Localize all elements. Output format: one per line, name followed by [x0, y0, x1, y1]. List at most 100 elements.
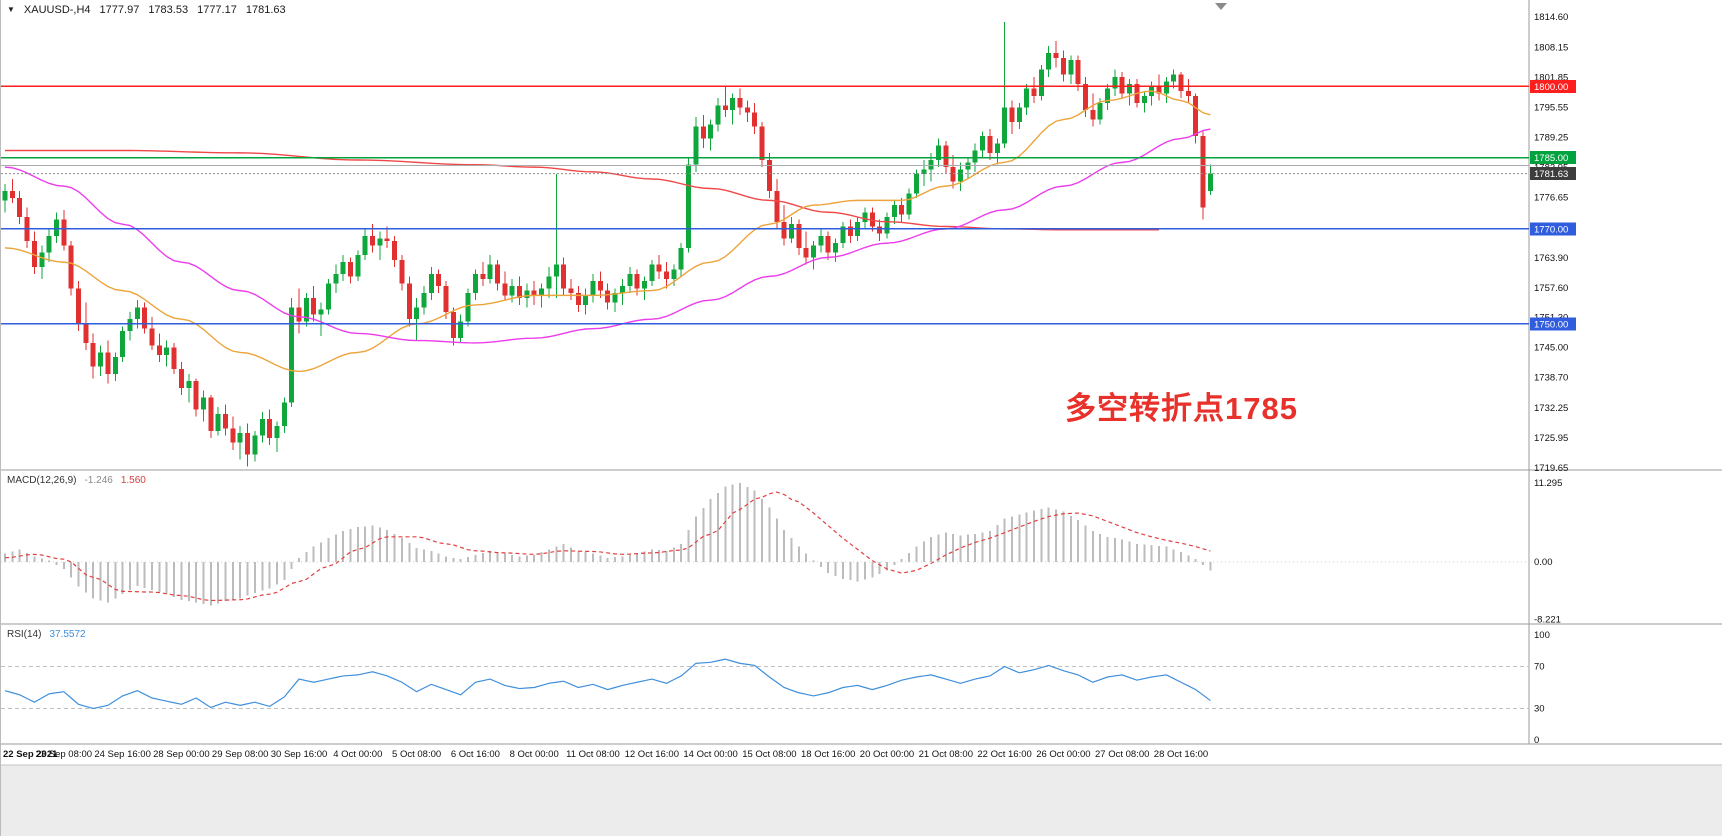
candle-body	[178, 369, 184, 389]
candle-body	[31, 240, 37, 267]
candle-body	[1075, 60, 1081, 84]
price-tag-label: 1800.00	[1534, 82, 1568, 93]
candle-body	[1163, 81, 1169, 94]
price-tag	[1530, 151, 1576, 165]
candle-body	[68, 245, 74, 289]
bottom-strip	[1, 765, 1722, 836]
candle-body	[1016, 107, 1022, 122]
price-tag-label: 1781.63	[1534, 169, 1568, 180]
candle-body	[619, 285, 625, 294]
price-tag	[1530, 317, 1576, 331]
candle-body	[987, 136, 993, 153]
time-axis-label: 11 Oct 08:00	[566, 749, 620, 760]
macd-main-value: -1.246	[84, 475, 113, 486]
chart-header: ▼ XAUUSD-,H4 1777.97 1783.53 1777.17 178…	[7, 4, 286, 16]
candle-body	[414, 307, 420, 320]
price-axis-label: 1795.55	[1534, 103, 1568, 114]
candle-body	[708, 124, 714, 139]
candle-body	[384, 238, 390, 241]
price-axis-label: 1776.65	[1534, 192, 1568, 203]
macd-axis-label: 11.295	[1534, 478, 1562, 489]
rsi-axis-label: 0	[1534, 735, 1539, 746]
rsi-axis-label: 100	[1534, 630, 1550, 641]
candle-body	[98, 352, 104, 367]
candle-body	[928, 159, 934, 170]
candle-body	[877, 226, 883, 234]
candle-body	[1068, 60, 1074, 75]
candle-body	[83, 323, 89, 343]
time-axis-label: 20 Oct 00:00	[860, 749, 914, 760]
candle-body	[1082, 83, 1088, 111]
time-axis-label: 8 Oct 00:00	[510, 749, 559, 760]
candle-body	[1193, 95, 1199, 137]
candle-body	[943, 145, 949, 168]
candle-body	[450, 312, 456, 339]
candle-body	[1060, 57, 1066, 75]
candle-body	[296, 307, 302, 322]
candle-body	[539, 288, 545, 296]
candle-body	[494, 264, 500, 284]
macd-indicator-label: MACD(12,26,9) -1.246 1.560	[7, 475, 146, 486]
annotation-text: 多空转折点1785	[1065, 391, 1298, 426]
time-axis-label: 5 Oct 08:00	[392, 749, 441, 760]
ohlc-low: 1777.17	[197, 4, 237, 16]
candle-body	[1046, 53, 1052, 70]
ohlc-high: 1783.53	[148, 4, 189, 16]
candle-body	[1127, 83, 1133, 94]
time-axis-label: 28 Sep 00:00	[153, 749, 210, 760]
candle-body	[1105, 88, 1110, 103]
candle-body	[399, 259, 405, 284]
macd-name: MACD(12,26,9)	[7, 475, 77, 486]
time-axis-label: 27 Oct 08:00	[1095, 749, 1149, 760]
candle-body	[811, 245, 816, 258]
time-axis-label: 22 Oct 16:00	[977, 749, 1031, 760]
price-axis-label: 1745.00	[1534, 343, 1568, 354]
chart-shift-marker	[1215, 3, 1227, 10]
candle-body	[796, 224, 802, 248]
rsi-axis-label: 70	[1534, 662, 1545, 673]
price-tag-label: 1750.00	[1534, 319, 1568, 330]
rsi-indicator-label: RSI(14) 37.5572	[7, 629, 86, 640]
price-axis-label: 1814.60	[1534, 12, 1568, 23]
moving-averages	[4, 90, 1211, 373]
candle-body	[443, 285, 449, 313]
time-axis-label: 18 Oct 16:00	[801, 749, 855, 760]
candle-body	[891, 205, 897, 217]
time-axis-label: 26 Oct 00:00	[1036, 749, 1090, 760]
candle-body	[833, 243, 839, 253]
time-axis-label: 28 Oct 16:00	[1154, 749, 1208, 760]
rsi-axis-label: 30	[1534, 704, 1545, 715]
candle-body	[781, 221, 787, 239]
candle-body	[686, 164, 692, 248]
candle-body	[884, 217, 890, 234]
price-axis-label: 1808.15	[1534, 43, 1568, 54]
ma-line-magenta	[4, 128, 1211, 344]
candle-body	[90, 342, 96, 367]
candle-body	[1178, 74, 1184, 92]
candle-body	[1038, 69, 1044, 96]
candle-body	[281, 402, 287, 427]
candle-body	[252, 435, 258, 455]
candle-body	[664, 271, 669, 279]
rsi-name: RSI(14)	[7, 629, 42, 640]
candle-body	[509, 285, 515, 296]
price-tags: 1800.00 1785.00 1770.00 1750.00 1781.63	[1530, 79, 1576, 331]
candle-body	[678, 247, 684, 270]
candle-body	[355, 255, 361, 277]
candle-body	[803, 247, 809, 258]
candle-body	[531, 290, 537, 296]
ohlc-close: 1781.63	[245, 4, 286, 16]
candle-body	[730, 98, 736, 111]
price-axis-label: 1757.60	[1534, 283, 1568, 294]
candle-body	[972, 150, 978, 163]
candle-body	[517, 285, 522, 298]
candle-body	[935, 145, 941, 160]
candle-body	[215, 414, 221, 431]
candle-body	[274, 426, 280, 438]
symbol-dropdown-icon: ▼	[7, 5, 15, 14]
candle-body	[671, 269, 677, 279]
ohlc-open: 1777.97	[99, 4, 140, 16]
